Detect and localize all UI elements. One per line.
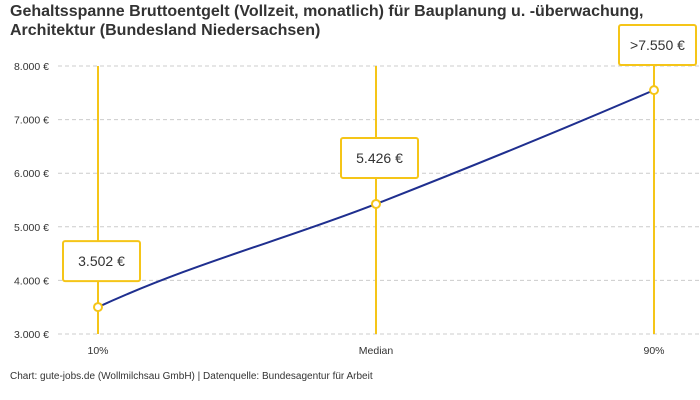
data-point	[93, 302, 103, 313]
data-label: 5.426 €	[356, 150, 403, 166]
y-tick-label: 5.000 €	[14, 222, 49, 234]
chart-source: Chart: gute-jobs.de (Wollmilchsau GmbH) …	[10, 371, 373, 382]
data-label-box	[62, 240, 141, 283]
y-tick-label: 8.000 €	[14, 61, 49, 73]
data-label: >7.550 €	[630, 37, 685, 53]
x-tick-label: 10%	[87, 345, 108, 357]
x-tick-label: Median	[359, 345, 394, 357]
y-tick-label: 7.000 €	[14, 115, 49, 127]
y-tick-label: 4.000 €	[14, 275, 49, 287]
data-label: 3.502 €	[78, 253, 125, 269]
data-label-box	[618, 24, 697, 66]
data-point	[649, 85, 659, 96]
y-tick-label: 3.000 €	[14, 329, 49, 341]
x-tick-label: 90%	[643, 345, 664, 357]
data-label-box	[340, 136, 419, 179]
y-tick-label: 6.000 €	[14, 168, 49, 180]
chart-title: Gehaltsspanne Bruttoentgelt (Vollzeit, m…	[10, 3, 644, 39]
data-point	[371, 198, 381, 209]
